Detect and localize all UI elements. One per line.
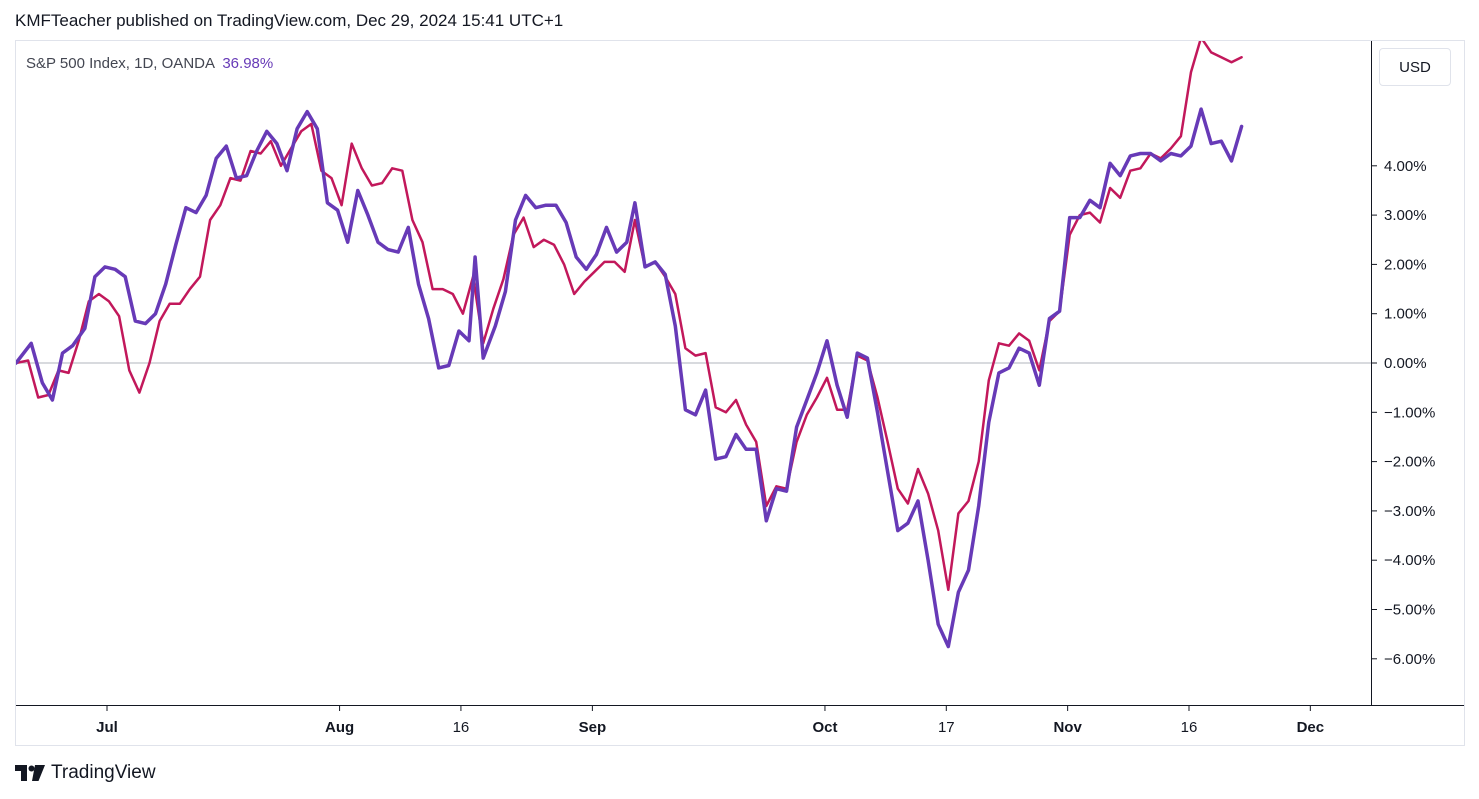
y-tick-label: −2.00% xyxy=(1384,454,1435,471)
y-tick-label: 3.00% xyxy=(1384,207,1427,224)
publish-info: KMFTeacher published on TradingView.com,… xyxy=(15,11,564,30)
currency-button[interactable]: USD xyxy=(1379,48,1451,86)
x-tick-label: 16 xyxy=(1181,719,1198,736)
x-tick-label: Dec xyxy=(1297,719,1325,736)
y-tick-label: −1.00% xyxy=(1384,404,1435,421)
series-line-s-p-500-index[interactable] xyxy=(16,107,1244,649)
chart-panel[interactable]: 4.00% 3.00% 2.00% 1.00% 0.00% −1.00% −2.00% −3.… xyxy=(15,40,1465,746)
chart-canvas[interactable]: 4.00% 3.00% 2.00% 1.00% 0.00% −1.00% −2.00% −3.… xyxy=(16,41,1465,746)
time-axis[interactable]: Jul Aug 16 Sep Oct 17 Nov 16 Dec xyxy=(96,706,1324,736)
legend-symbol-text: S&P 500 Index, 1D, OANDA xyxy=(26,55,215,72)
x-tick-label: Jul xyxy=(96,719,118,736)
x-tick-label: 17 xyxy=(938,719,955,736)
y-tick-label: −5.00% xyxy=(1384,602,1435,619)
x-tick-label: Oct xyxy=(812,719,837,736)
legend-percent: 36.98% xyxy=(222,55,274,72)
symbol-legend[interactable]: S&P 500 Index, 1D, OANDA 36.98% xyxy=(26,55,273,72)
series-line-comparison[interactable] xyxy=(16,41,1243,592)
y-tick-label: 1.00% xyxy=(1384,306,1427,323)
price-scale-background xyxy=(1372,41,1464,745)
y-tick-label: −4.00% xyxy=(1384,552,1435,569)
y-tick-label: 4.00% xyxy=(1384,158,1427,175)
x-tick-label: Sep xyxy=(579,719,607,736)
y-tick-label: −3.00% xyxy=(1384,503,1435,520)
series-layer xyxy=(16,41,1244,649)
x-tick-label: Aug xyxy=(325,719,354,736)
time-scale-background xyxy=(16,705,1464,745)
y-tick-label: −6.00% xyxy=(1384,651,1435,668)
tradingview-logo-icon xyxy=(15,765,45,781)
x-tick-label: 16 xyxy=(453,719,470,736)
price-axis[interactable]: 4.00% 3.00% 2.00% 1.00% 0.00% −1.00% −2.00% −3.… xyxy=(1372,158,1435,668)
y-tick-label: 2.00% xyxy=(1384,256,1427,273)
brand-label: TradingView xyxy=(51,762,156,783)
x-tick-label: Nov xyxy=(1053,719,1082,736)
y-tick-label: 0.00% xyxy=(1384,355,1427,372)
tradingview-brand[interactable]: TradingView xyxy=(15,762,156,784)
